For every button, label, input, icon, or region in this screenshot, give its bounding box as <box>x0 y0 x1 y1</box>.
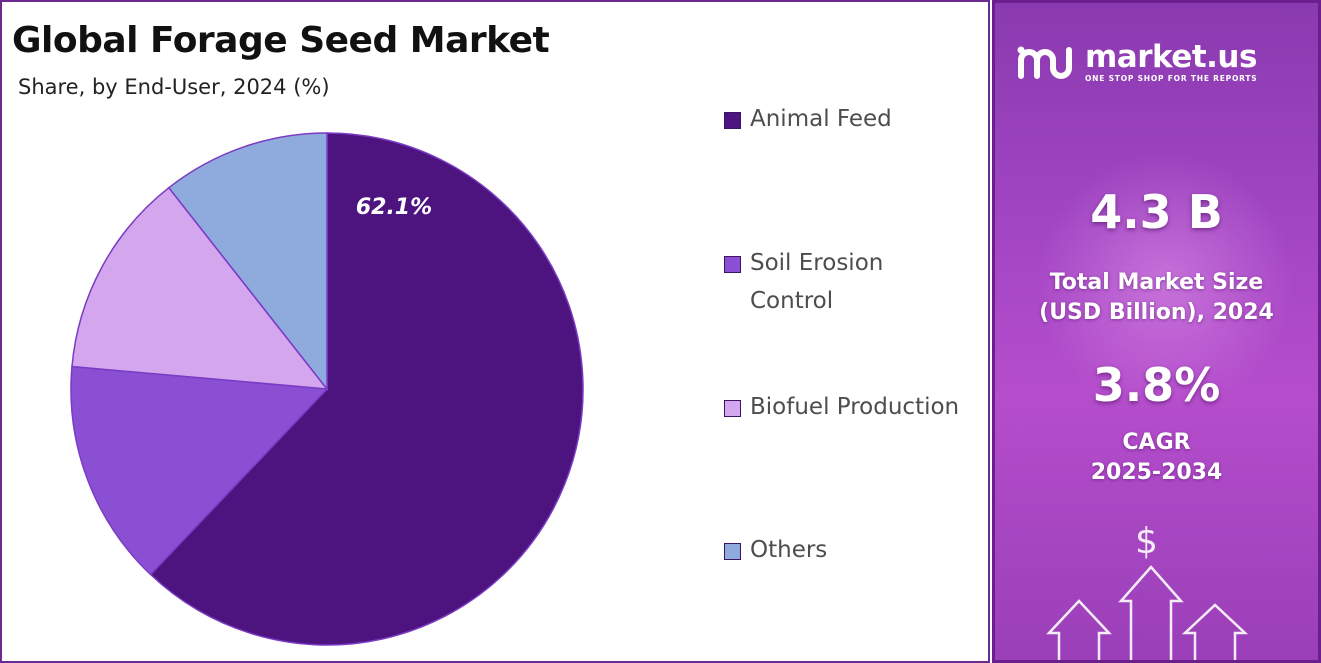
legend-item-others: Others <box>724 537 980 569</box>
legend-swatch <box>724 112 741 129</box>
brand-name: market.us <box>1085 39 1257 75</box>
pie-slice-others <box>167 132 328 392</box>
pie-slice-biofuel-production <box>71 186 329 390</box>
legend-item-biofuel-production: Biofuel Production <box>724 394 980 426</box>
chart-title: Global Forage Seed Market <box>12 20 550 61</box>
pie-slice-animal-feed <box>149 132 584 646</box>
summary-panel: market.us ONE STOP SHOP FOR THE REPORTS … <box>992 0 1321 663</box>
brand-tagline: ONE STOP SHOP FOR THE REPORTS <box>1085 74 1258 83</box>
pie-chart: 62.1% <box>70 132 584 646</box>
legend-swatch <box>724 400 741 417</box>
chart-panel: Global Forage Seed Market Share, by End-… <box>0 0 990 663</box>
cagr-label-line1: CAGR <box>1122 430 1191 455</box>
legend-label: Others <box>750 537 828 563</box>
market-size-label-line2: (USD Billion), 2024 <box>1039 300 1274 325</box>
legend-swatch <box>724 256 741 273</box>
cagr-label-line2: 2025-2034 <box>1090 460 1223 485</box>
legend-item-soil-erosion-control: Soil Erosion Control <box>724 250 910 320</box>
legend-item-animal-feed: Animal Feed <box>724 106 980 138</box>
brand-logo: market.us ONE STOP SHOP FOR THE REPORTS <box>1015 41 1258 83</box>
legend-swatch <box>724 543 741 560</box>
legend-label: Animal Feed <box>750 106 892 132</box>
chart-subtitle: Share, by End-User, 2024 (%) <box>18 75 330 99</box>
cagr-value: 3.8% <box>1092 358 1221 412</box>
growth-arrows-icon <box>1046 565 1249 660</box>
market-size-label-line1: Total Market Size <box>1049 270 1264 295</box>
data-label-animal-feed: 62.1% <box>356 195 432 220</box>
legend-label: Biofuel Production <box>750 394 960 420</box>
background-glow <box>1035 153 1295 413</box>
market-size-value: 4.3 B <box>1090 185 1223 239</box>
market-us-logo-icon <box>1017 46 1072 79</box>
legend-label: Soil Erosion Control <box>750 250 884 314</box>
pie-slice-soil-erosion-control <box>70 365 329 576</box>
dollar-icon: $ <box>1135 521 1158 562</box>
